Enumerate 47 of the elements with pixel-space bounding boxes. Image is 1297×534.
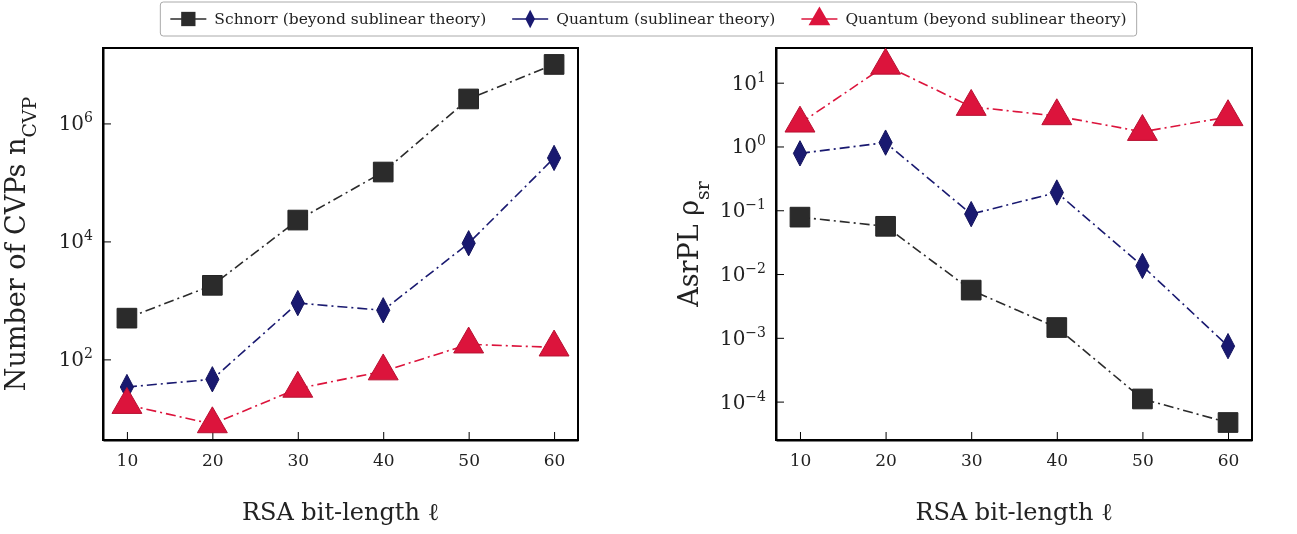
y-tick-label: 10$^{−1}$ <box>719 196 766 223</box>
point <box>372 161 394 183</box>
point <box>287 209 309 231</box>
x-axis-title: RSA bit-length ℓ <box>241 498 440 526</box>
y-tick-label: 10$^{−3}$ <box>719 323 766 350</box>
point <box>1217 412 1239 433</box>
y-tick-label: 10$^{6}$ <box>58 109 94 136</box>
point <box>1212 99 1244 127</box>
legend-label: Quantum (beyond sublinear theory) <box>845 10 1127 29</box>
point <box>458 88 479 110</box>
point <box>955 88 987 116</box>
point <box>789 206 811 228</box>
x-tick-label: 30 <box>960 450 983 471</box>
point <box>870 47 902 75</box>
x-tick-label: 20 <box>202 450 224 471</box>
point <box>543 54 565 75</box>
x-tick-label: 60 <box>1217 450 1240 471</box>
y-tick-label: 10$^{4}$ <box>58 227 94 254</box>
x-tick-label: 50 <box>1132 450 1154 471</box>
y-tick-label: 10$^{−4}$ <box>719 387 767 414</box>
point <box>111 387 143 414</box>
x-tick-label: 40 <box>1046 450 1069 471</box>
y-tick-label: 10$^{−2}$ <box>719 259 766 286</box>
x-tick-label: 50 <box>458 450 480 471</box>
point <box>1046 317 1068 338</box>
point <box>1041 98 1073 126</box>
x-tick-label: 30 <box>287 450 310 471</box>
x-tick-label: 10 <box>789 450 812 471</box>
y-tick-label: 10$^{2}$ <box>58 345 93 372</box>
legend-label: Quantum (sublinear theory) <box>556 10 776 29</box>
y-tick-label: 10$^{0}$ <box>731 132 766 159</box>
point <box>875 215 896 237</box>
y-tick-label: 10$^{1}$ <box>731 68 766 95</box>
point <box>367 353 399 381</box>
x-tick-label: 60 <box>543 450 566 471</box>
point <box>116 307 138 329</box>
point <box>1126 114 1158 141</box>
x-tick-label: 40 <box>372 450 395 471</box>
legend-label: Schnorr (beyond sublinear theory) <box>214 10 487 29</box>
x-tick-label: 20 <box>875 450 897 471</box>
point <box>202 275 223 296</box>
point <box>196 406 228 434</box>
x-tick-label: 10 <box>116 450 139 471</box>
x-axis-title: RSA bit-length ℓ <box>915 498 1113 526</box>
point <box>960 279 982 301</box>
point <box>784 105 816 133</box>
point <box>1132 388 1153 410</box>
